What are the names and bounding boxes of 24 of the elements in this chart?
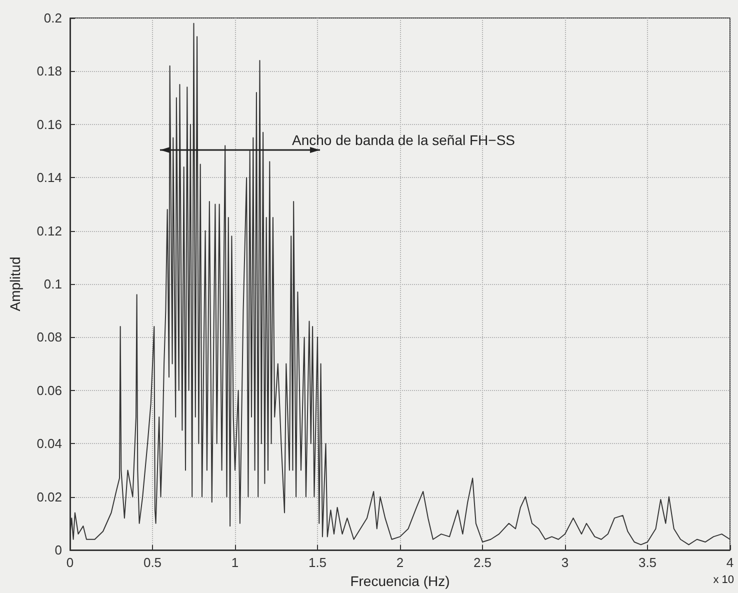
y-axis-title: Amplitud bbox=[7, 256, 23, 312]
x-tick-label: 3.5 bbox=[638, 555, 657, 570]
y-tick-label: 0.02 bbox=[36, 489, 62, 504]
y-tick-label: 0.12 bbox=[36, 223, 62, 238]
x-tick-label: 0.5 bbox=[143, 555, 162, 570]
y-tick-label: 0.16 bbox=[36, 116, 62, 132]
x-tick-label: 4 bbox=[726, 555, 734, 570]
x-tick-label: 3 bbox=[561, 555, 569, 570]
x-tick-label: 1.5 bbox=[308, 555, 327, 570]
y-tick-label: 0.06 bbox=[36, 382, 62, 398]
x-axis-title: Frecuencia (Hz) bbox=[350, 572, 450, 589]
y-tick-label: 0.04 bbox=[36, 436, 62, 452]
y-tick-label: 0.1 bbox=[44, 276, 62, 292]
text: x 10 bbox=[713, 574, 734, 586]
x-tick-label: 2 bbox=[396, 555, 404, 570]
x-tick-label: 0 bbox=[66, 555, 74, 570]
x-tick-label: 2.5 bbox=[473, 555, 492, 570]
annotation: Ancho de banda de la señal FH−SS bbox=[292, 132, 515, 148]
y-tick-label: 0.18 bbox=[36, 64, 62, 79]
y-tick-label: 0 bbox=[54, 542, 62, 558]
x-tick-label: 1 bbox=[231, 555, 239, 570]
y-tick-label: 0.2 bbox=[44, 10, 62, 26]
y-tick-label: 0.14 bbox=[36, 170, 62, 186]
y-tick-label: 0.08 bbox=[36, 330, 62, 345]
